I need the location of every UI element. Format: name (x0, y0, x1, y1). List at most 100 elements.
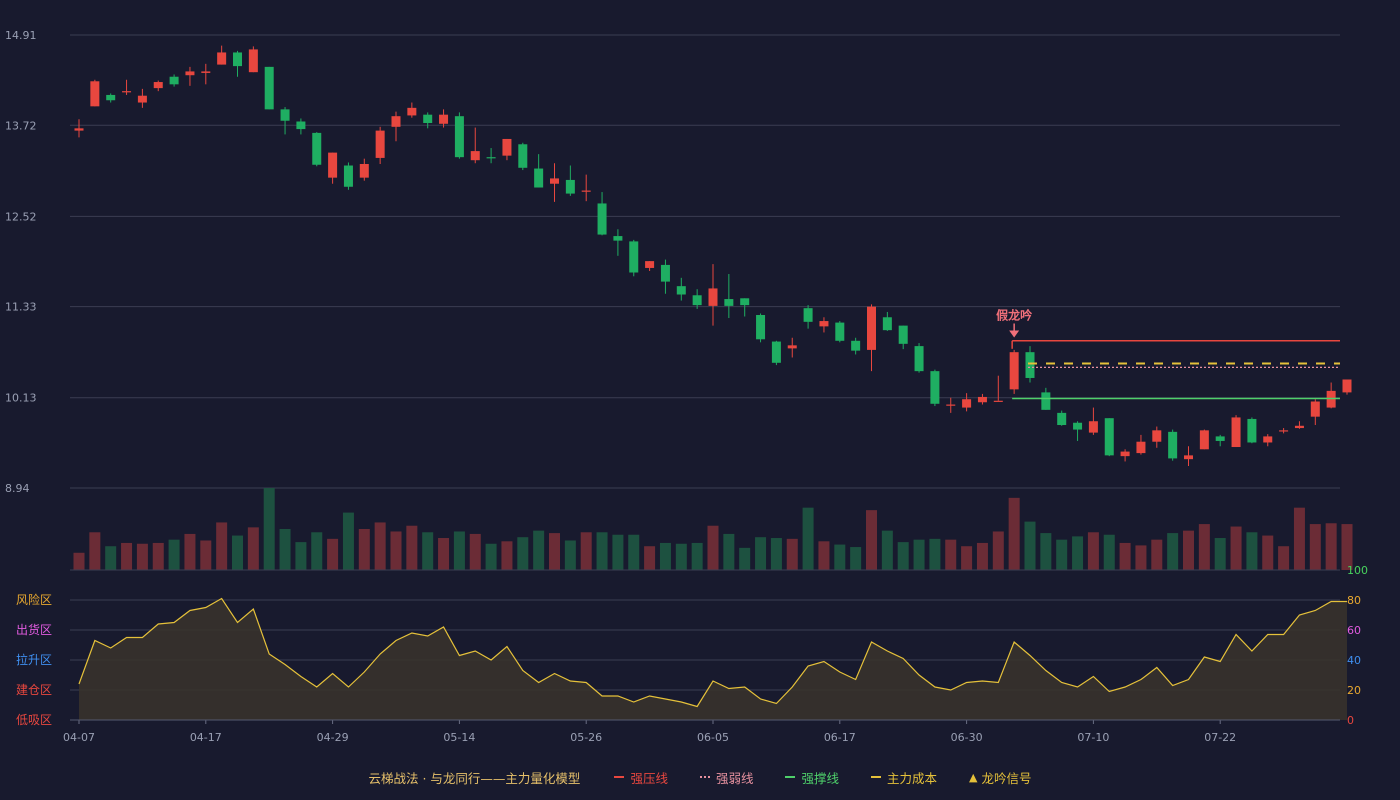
zone-label: 建仓区 (16, 683, 52, 697)
volume-bar (358, 529, 370, 570)
candle-body (1294, 425, 1304, 429)
candle-body (534, 168, 544, 188)
candle-body (1231, 417, 1241, 448)
oscillator-tick-label: 0 (1347, 714, 1354, 727)
price-tick-label: 12.52 (5, 210, 37, 223)
volume-bar (501, 541, 513, 570)
volume-bar (1167, 533, 1179, 570)
candle-body (1168, 431, 1178, 459)
solid-line-icon (614, 776, 625, 778)
legend-item-strong-support[interactable]: 强撑线 (785, 768, 839, 787)
volume-bar (786, 538, 798, 570)
legend-label: 主力成本 (886, 770, 937, 786)
candlestick-series (74, 45, 1352, 466)
volume-bar (89, 532, 101, 570)
volume-bar (549, 533, 560, 570)
volume-bar (707, 525, 719, 570)
candle-body (280, 109, 290, 121)
candle-body (423, 114, 433, 124)
candle-body (375, 130, 385, 158)
volume-bar (327, 538, 339, 570)
candle-body (1088, 421, 1098, 433)
candle-body (946, 404, 956, 406)
volume-bar (263, 488, 275, 570)
volume-bar (1309, 524, 1321, 570)
volume-bar (897, 542, 909, 570)
oscillator-series (78, 597, 1347, 720)
solid-line-icon (785, 776, 796, 778)
volume-bar (659, 542, 671, 570)
candle-body (1184, 455, 1193, 460)
volume-bar (770, 538, 782, 570)
signal-label: 假龙吟 (996, 307, 1032, 322)
legend-item-signal[interactable]: ▲ 龙吟信号 (969, 768, 1031, 787)
date-tick-label: 05-14 (443, 731, 475, 744)
volume-bar (929, 538, 941, 570)
volume-bar (961, 546, 973, 570)
price-tick-label: 10.13 (5, 392, 37, 405)
oscillator-area (79, 598, 1347, 720)
volume-bar (1103, 534, 1115, 570)
oscillator-tick-label: 60 (1347, 624, 1361, 637)
volume-bar (1024, 521, 1036, 570)
candle-body (90, 81, 100, 107)
volume-bar (216, 522, 228, 570)
date-tick-label: 04-07 (63, 731, 95, 744)
candle-body (153, 82, 163, 89)
candle-body (787, 345, 797, 349)
candle-body (248, 49, 258, 73)
candle-body (1041, 392, 1051, 410)
volume-bar (1198, 524, 1210, 570)
volume-bar (739, 547, 751, 570)
candle-body (1057, 412, 1067, 426)
candle-body (993, 400, 1003, 402)
candle-body (740, 298, 750, 306)
candle-body (137, 95, 147, 103)
volume-bar (422, 532, 434, 570)
candle-body (343, 165, 353, 187)
date-tick-label: 06-30 (951, 731, 983, 744)
volume-bar (1072, 536, 1084, 570)
volume-bar (644, 546, 656, 570)
candle-body (359, 163, 369, 178)
volume-bar (1230, 526, 1242, 570)
candle-body (629, 241, 639, 273)
candle-body (74, 128, 84, 131)
volume-bar (1325, 523, 1337, 570)
oscillator-line (78, 597, 1347, 708)
oscillator-tick-label: 20 (1347, 684, 1361, 697)
volume-bar (533, 530, 545, 570)
price-axis: 14.91 13.72 12.52 11.33 10.13 8.94 (5, 29, 37, 495)
legend-label: 强弱线 (715, 770, 754, 786)
volume-bar (818, 541, 830, 570)
legend-item-main-cost[interactable]: 主力成本 (870, 768, 937, 787)
volume-bar (834, 544, 846, 570)
legend-item-strong-weak[interactable]: 强弱线 (699, 768, 754, 787)
candle-body (851, 340, 861, 351)
volume-bar (1008, 497, 1020, 570)
zone-label: 出货区 (16, 622, 52, 637)
volume-bar (1183, 530, 1194, 570)
price-tick-label: 8.94 (5, 482, 30, 495)
volume-bar (121, 542, 133, 570)
legend-item-strong-pressure[interactable]: 强压线 (614, 768, 668, 787)
volume-bar (1135, 545, 1147, 570)
candle-body (962, 399, 972, 408)
candle-body (1215, 436, 1225, 441)
candle-body (518, 144, 528, 168)
zone-label: 低吸区 (16, 713, 52, 727)
volume-bar (1056, 539, 1068, 570)
volume-bar (469, 533, 481, 570)
volume-bar (184, 533, 196, 570)
volume-bar (247, 527, 259, 570)
candle-body (550, 178, 559, 184)
volume-bar (564, 540, 576, 570)
volume-bar (1119, 542, 1131, 570)
candle-body (676, 286, 686, 295)
candle-body (486, 157, 496, 159)
volume-bar (136, 543, 148, 570)
date-tick-label: 04-17 (190, 731, 222, 744)
candle-body (470, 151, 480, 161)
volume-bar (675, 543, 687, 570)
